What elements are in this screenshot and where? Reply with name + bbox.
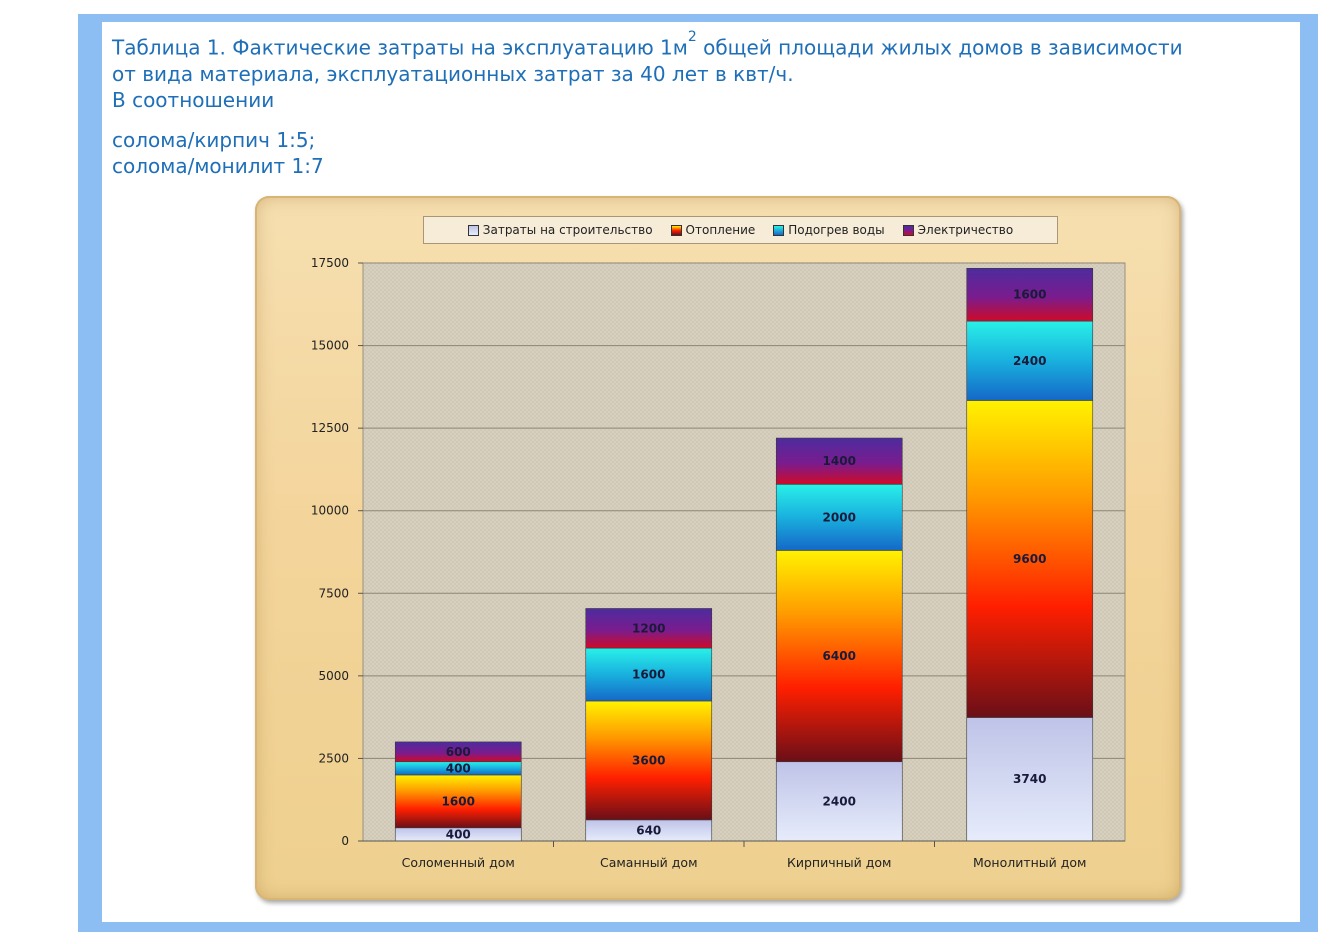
caption-superscript: 2 (687, 29, 697, 45)
bar-segment-electricity (775, 437, 903, 485)
data-label: 2000 (823, 510, 856, 524)
bar-segment-heating (775, 550, 903, 763)
x-tick-label: Саманный дом (600, 855, 698, 870)
data-label: 1600 (1013, 288, 1046, 302)
caption-line-2: от вида материала, эксплуатационных затр… (112, 61, 794, 86)
y-tick-label: 5000 (318, 669, 349, 683)
y-tick-label: 10000 (311, 504, 349, 518)
y-tick-label: 7500 (318, 586, 349, 600)
y-tick-label: 2500 (318, 751, 349, 765)
data-label: 2400 (1013, 354, 1046, 368)
bar-segment-water (775, 483, 903, 551)
caption-text-b: общей площади жилых домов в зависимости (696, 35, 1183, 60)
x-axis: Соломенный дом Саманный дом Кирпичный дом М… (363, 840, 1125, 870)
bar-segment-construction (966, 717, 1094, 842)
chart-legend: Затраты на строительство Отопление Подог… (423, 216, 1058, 244)
legend-swatch-construction (467, 224, 479, 236)
data-label: 400 (446, 827, 471, 841)
bar-segment-heating (585, 700, 713, 821)
y-tick-label: 0 (341, 834, 349, 848)
ratio-brick: солома/кирпич 1:5; (112, 128, 316, 152)
bar-segment-water (585, 647, 713, 702)
bar-segment-electricity (394, 741, 522, 763)
legend-item-water: Подогрев воды (773, 223, 885, 237)
ratio-monolith: солома/монилит 1:7 (112, 154, 324, 178)
bar-group: 400 1600 400 600 640 3600 1600 1200 2400 6400 2000… (394, 267, 1094, 842)
bar-segment-water (966, 320, 1094, 401)
data-label: 1400 (823, 454, 856, 468)
y-axis: 0 2500 5000 7500 10000 12500 15000 17500 (311, 256, 363, 848)
table-caption: Таблица 1. Фактические затраты на эксплу… (112, 29, 1302, 113)
legend-label-heating: Отопление (685, 223, 756, 237)
legend-swatch-electricity (902, 224, 914, 236)
bar-segment-heating (966, 400, 1094, 718)
legend-label-water: Подогрев воды (788, 223, 885, 237)
legend-label-construction: Затраты на строительство (482, 223, 653, 237)
x-tick-label: Монолитный дом (973, 855, 1087, 870)
x-tick-label: Соломенный дом (402, 855, 515, 870)
legend-label-electricity: Электричество (917, 223, 1014, 237)
data-label: 1600 (442, 794, 475, 808)
data-label: 640 (636, 823, 661, 837)
data-label: 3600 (632, 753, 665, 767)
data-label: 2400 (823, 794, 856, 808)
y-tick-label: 15000 (311, 339, 349, 353)
caption-text-a: Таблица 1. Фактические затраты на эксплу… (112, 35, 688, 60)
caption-line-3: В соотношении (112, 87, 275, 112)
x-tick-label: Кирпичный дом (787, 855, 891, 870)
legend-item-construction: Затраты на строительство (467, 223, 653, 237)
legend-item-electricity: Электричество (902, 223, 1014, 237)
data-label: 6400 (823, 649, 856, 663)
data-label: 1600 (632, 668, 665, 682)
ratio-list: солома/кирпич 1:5; солома/монилит 1:7 (112, 127, 324, 179)
data-label: 400 (446, 761, 471, 775)
bar-segment-construction (775, 761, 903, 842)
bar-segment-electricity (585, 608, 713, 649)
y-tick-label: 12500 (311, 421, 349, 435)
stacked-bar-chart: 0 2500 5000 7500 10000 12500 15000 17500 400 160… (311, 256, 1126, 870)
data-label: 600 (446, 745, 471, 759)
data-label: 3740 (1013, 772, 1046, 786)
legend-swatch-water (773, 224, 785, 236)
y-tick-label: 17500 (311, 256, 349, 270)
legend-item-heating: Отопление (670, 223, 756, 237)
bar-segment-electricity (966, 267, 1094, 322)
data-label: 1200 (632, 621, 665, 635)
data-label: 9600 (1013, 552, 1046, 566)
legend-swatch-heating (670, 224, 682, 236)
